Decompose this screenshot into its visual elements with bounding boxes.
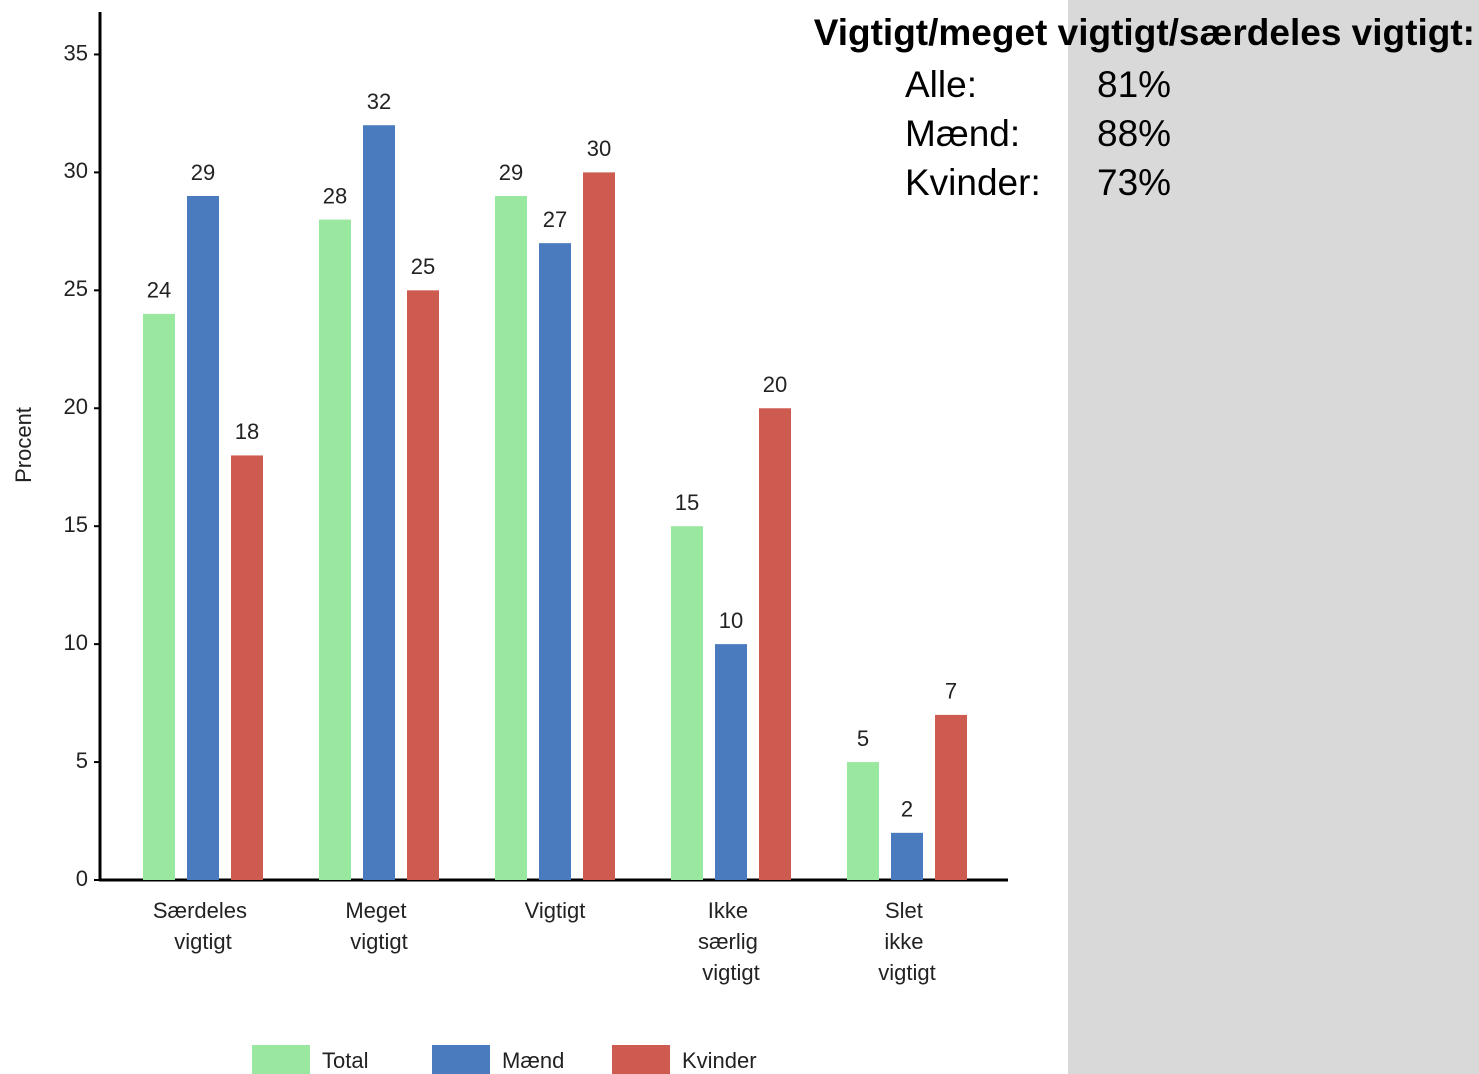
bar xyxy=(891,832,923,880)
annotation-value: 88% xyxy=(1097,113,1171,154)
y-tick-label: 20 xyxy=(64,394,88,419)
annotation-value: 81% xyxy=(1097,64,1171,105)
bar xyxy=(319,219,351,881)
data-label: 15 xyxy=(675,490,699,515)
bar xyxy=(363,125,395,880)
bar xyxy=(495,195,527,880)
legend-label: Mænd xyxy=(502,1048,564,1073)
side-panel xyxy=(1068,0,1479,1074)
y-tick-label: 5 xyxy=(76,748,88,773)
bar xyxy=(539,243,571,881)
bar xyxy=(407,290,439,881)
bar xyxy=(583,172,615,881)
bar xyxy=(847,762,879,880)
data-label: 20 xyxy=(763,372,787,397)
legend-label: Kvinder xyxy=(682,1048,757,1073)
y-tick-label: 30 xyxy=(64,158,88,183)
data-label: 2 xyxy=(901,797,913,822)
data-label: 5 xyxy=(857,726,869,751)
y-tick-label: 35 xyxy=(64,40,88,65)
bar xyxy=(231,455,263,880)
data-label: 28 xyxy=(323,183,347,208)
data-label: 29 xyxy=(499,160,523,185)
bar xyxy=(715,644,747,880)
x-tick-label: Særdeles vigtigt xyxy=(153,898,253,954)
data-label: 27 xyxy=(543,207,567,232)
annotation-title: Vigtigt/meget vigtigt/særdeles vigtigt: xyxy=(814,12,1475,53)
legend-swatch xyxy=(432,1045,490,1074)
x-tick-label: Meget vigtigt xyxy=(345,898,412,954)
y-tick-label: 10 xyxy=(64,630,88,655)
data-label: 10 xyxy=(719,608,743,633)
annotation-label: Kvinder: xyxy=(905,162,1041,203)
data-label: 25 xyxy=(411,254,435,279)
data-label: 18 xyxy=(235,419,259,444)
x-tick-label: Ikke særlig vigtigt xyxy=(698,898,764,985)
legend-swatch xyxy=(612,1045,670,1074)
data-label: 30 xyxy=(587,136,611,161)
y-tick-label: 25 xyxy=(64,276,88,301)
data-label: 24 xyxy=(147,278,171,303)
bar xyxy=(187,195,219,880)
data-label: 7 xyxy=(945,679,957,704)
bar xyxy=(143,313,175,880)
data-label: 32 xyxy=(367,89,391,114)
y-tick-label: 0 xyxy=(76,866,88,891)
annotation-label: Mænd: xyxy=(905,113,1020,154)
annotation-label: Alle: xyxy=(905,64,977,105)
bar xyxy=(935,714,967,880)
bar xyxy=(759,408,791,880)
y-axis-label: Procent xyxy=(11,407,36,483)
x-tick-label: Vigtigt xyxy=(525,898,586,923)
x-tick-label: Slet ikke vigtigt xyxy=(878,898,935,985)
legend-swatch xyxy=(252,1045,310,1074)
legend-label: Total xyxy=(322,1048,368,1073)
annotation-value: 73% xyxy=(1097,162,1171,203)
y-tick-label: 15 xyxy=(64,512,88,537)
bar xyxy=(671,526,703,880)
data-label: 29 xyxy=(191,160,215,185)
